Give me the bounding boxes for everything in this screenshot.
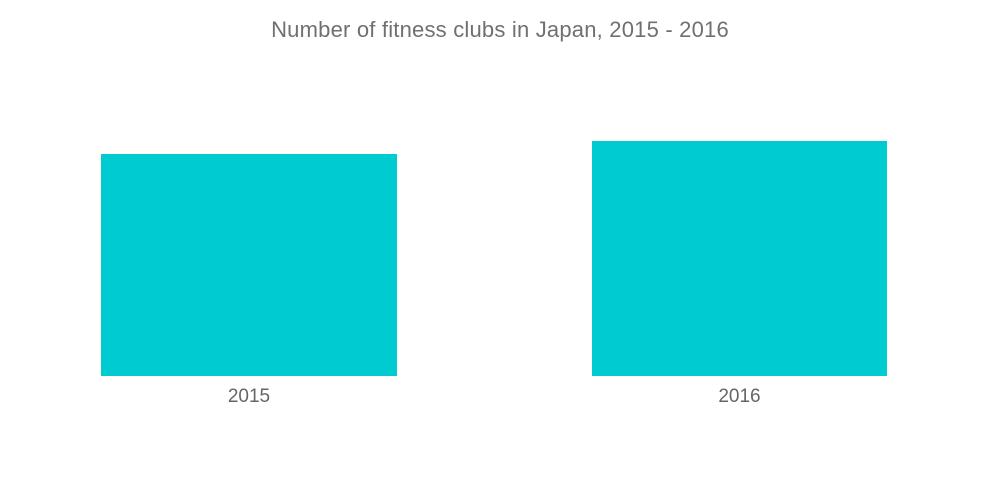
bar-2016	[592, 141, 887, 376]
x-tick-label-2016: 2016	[718, 386, 761, 407]
x-tick-label-2015: 2015	[227, 386, 271, 407]
bar-2015	[101, 154, 397, 376]
chart-title: Number of fitness clubs in Japan, 2015 -…	[271, 17, 729, 42]
